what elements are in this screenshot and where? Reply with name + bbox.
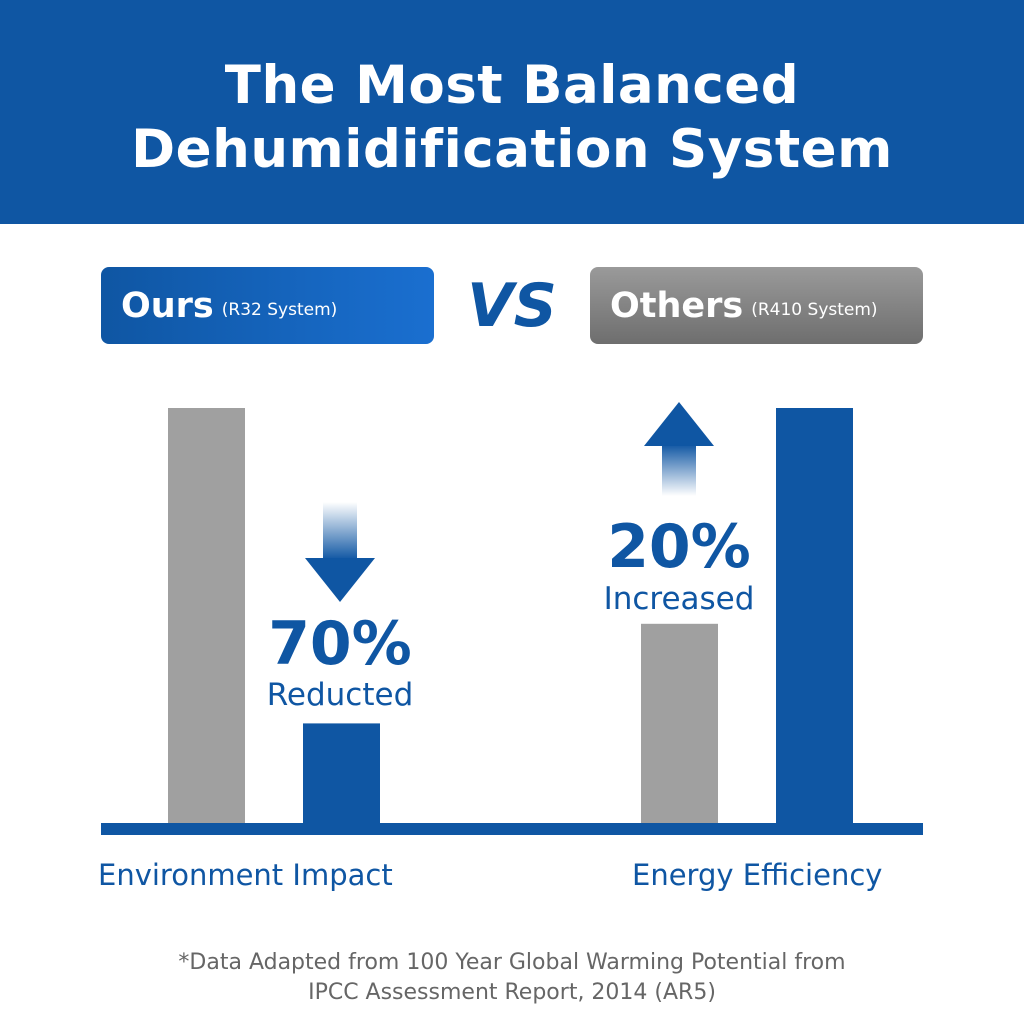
title-line-2: Dehumidification System [131,119,893,180]
footnote: *Data Adapted from 100 Year Global Warmi… [0,948,1024,1008]
category-label-environment: Environment Impact [98,858,393,892]
arrow-down-icon [305,502,375,602]
arrow-up-icon [644,402,714,496]
ours-label: Ours [121,285,214,326]
others-label: Others [610,285,744,326]
page-title: The Most Balanced Dehumidification Syste… [0,54,1024,182]
footnote-line-2: IPCC Assessment Report, 2014 (AR5) [308,980,716,1005]
title-line-1: The Most Balanced [224,55,800,116]
increase-percent: 20% [607,512,751,582]
bar-environment-impact-blue [303,723,380,823]
bar-energy-efficiency-blue [776,408,853,823]
ours-pill: Ours (R32 System) [101,267,434,344]
chart-baseline [101,823,923,835]
increase-label: Increased [603,581,755,617]
others-sublabel: (R410 System) [751,299,878,320]
footnote-line-1: *Data Adapted from 100 Year Global Warmi… [178,950,846,975]
ours-sublabel: (R32 System) [221,299,338,320]
category-label-efficiency: Energy Efficiency [632,858,883,892]
bar-energy-efficiency-gray [641,623,718,823]
reduction-label: Reducted [266,677,414,713]
vs-label: VS [467,271,557,341]
header-banner: The Most Balanced Dehumidification Syste… [0,0,1024,224]
others-pill: Others (R410 System) [590,267,923,344]
bar-environment-impact-gray [168,408,245,823]
reduction-percent: 70% [268,609,412,679]
